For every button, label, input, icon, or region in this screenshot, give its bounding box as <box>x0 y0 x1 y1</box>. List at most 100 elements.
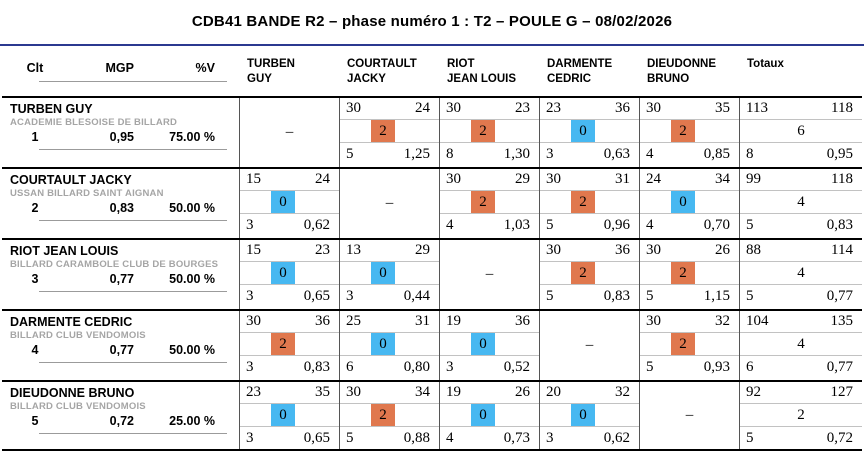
match-points-row: 0 <box>240 262 339 285</box>
totals-average-left: 5 <box>746 429 754 446</box>
match-average: 4 0,85 <box>640 143 739 165</box>
match-points-badge: 0 <box>571 404 595 426</box>
player-club: BILLARD CARAMBOLE CLUB DE BOURGES <box>10 259 219 270</box>
totals-cell: 88 114 4 5 0,77 <box>739 240 862 309</box>
match-points-row: 2 <box>240 333 339 356</box>
match-score-right: 35 <box>715 100 730 116</box>
match-score: 30 29 <box>440 169 539 191</box>
match-average-left: 4 <box>446 216 454 233</box>
match-score-left: 25 <box>346 313 361 329</box>
match-points-row: 2 <box>440 191 539 214</box>
player-name: DIEUDONNE BRUNO <box>10 386 135 400</box>
totals-score-left: 88 <box>746 242 761 258</box>
totals-score-left: 92 <box>746 384 761 400</box>
match-cell: 30 34 2 5 0,88 <box>339 382 439 449</box>
match-score-left: 30 <box>546 242 561 258</box>
match-score-right: 29 <box>415 242 430 258</box>
match-cell: 30 23 2 8 1,30 <box>439 98 539 167</box>
stats-underline <box>39 220 227 221</box>
match-average-right: 0,65 <box>303 287 330 304</box>
match-cell: 20 32 0 3 0,62 <box>539 382 639 449</box>
player-win-pct: 25.00 % <box>169 414 215 428</box>
match-average: 4 1,03 <box>440 214 539 236</box>
player-mgp: 0,83 <box>109 201 134 215</box>
match-points-badge: 0 <box>671 191 695 213</box>
totals-score: 99 118 <box>740 169 862 191</box>
match-average: 3 0,62 <box>540 427 639 449</box>
match-average-left: 3 <box>246 429 254 446</box>
match-score: 30 36 <box>240 311 339 333</box>
totals-cell: 104 135 4 6 0,77 <box>739 311 862 380</box>
match-average-right: 0,93 <box>703 358 730 375</box>
match-score-left: 30 <box>246 313 261 329</box>
match-score: 30 24 <box>340 98 439 120</box>
player-rank: 4 <box>31 343 39 357</box>
match-average-left: 4 <box>646 145 654 162</box>
match-points-badge: 2 <box>371 120 395 142</box>
match-points-badge: 2 <box>371 404 395 426</box>
match-average: 3 0,83 <box>240 356 339 378</box>
match-average: 5 0,88 <box>340 427 439 449</box>
totals-average-right: 0,95 <box>826 145 853 162</box>
opponent-header-line: COURTAULT <box>347 58 417 70</box>
match-score-right: 36 <box>615 100 630 116</box>
totals-score-right: 127 <box>830 384 854 400</box>
match-score-left: 30 <box>646 313 661 329</box>
player-mgp: 0,95 <box>109 130 134 144</box>
player-win-pct: 50.00 % <box>169 343 215 357</box>
stats-underline <box>39 433 227 434</box>
match-score: 15 24 <box>240 169 339 191</box>
match-score: 15 23 <box>240 240 339 262</box>
match-score: 25 31 <box>340 311 439 333</box>
opponent-header-line: TURBEN <box>247 58 295 70</box>
player-rows: TURBEN GUY ACADEMIE BLESOISE DE BILLARD 1 0… <box>0 96 864 451</box>
match-average: 5 0,96 <box>540 214 639 236</box>
match-points-row: 2 <box>340 120 439 143</box>
opponent-header: DARMENTE CEDRIC <box>539 46 639 96</box>
match-score-right: 26 <box>715 242 730 258</box>
totals-cell: 99 118 4 5 0,83 <box>739 169 862 238</box>
match-average: 5 0,93 <box>640 356 739 378</box>
player-stats: 3 0,77 50.00 % <box>2 272 239 286</box>
match-score: 30 35 <box>640 98 739 120</box>
match-score: 19 26 <box>440 382 539 404</box>
match-score-left: 30 <box>646 100 661 116</box>
match-points-row: 0 <box>340 333 439 356</box>
match-score-right: 29 <box>515 171 530 187</box>
player-club: USSAN BILLARD SAINT AIGNAN <box>10 188 164 199</box>
match-cell: 30 24 2 5 1,25 <box>339 98 439 167</box>
totals-score-right: 114 <box>831 242 853 258</box>
match-score-left: 30 <box>546 171 561 187</box>
player-info: TURBEN GUY ACADEMIE BLESOISE DE BILLARD 1 0… <box>2 98 239 167</box>
match-score-right: 23 <box>515 100 530 116</box>
stats-header: Clt MGP %V <box>2 46 239 96</box>
totals-average-left: 6 <box>746 358 754 375</box>
totals-score: 88 114 <box>740 240 862 262</box>
player-row: TURBEN GUY ACADEMIE BLESOISE DE BILLARD 1 0… <box>2 96 862 167</box>
match-average-left: 5 <box>546 287 554 304</box>
match-cell: 30 32 2 5 0,93 <box>639 311 739 380</box>
match-points-badge: 2 <box>671 333 695 355</box>
player-club: BILLARD CLUB VENDOMOIS <box>10 330 146 341</box>
match-score-left: 23 <box>246 384 261 400</box>
match-average-left: 5 <box>646 287 654 304</box>
match-score-left: 30 <box>446 100 461 116</box>
match-average-left: 3 <box>246 287 254 304</box>
opponent-header-line: JEAN LOUIS <box>447 73 517 86</box>
player-row: COURTAULT JACKY USSAN BILLARD SAINT AIGNA… <box>2 167 862 238</box>
match-average-right: 0,62 <box>303 216 330 233</box>
totals-average: 6 0,77 <box>740 356 862 378</box>
opponent-header-line: DIEUDONNE <box>647 58 717 70</box>
totals-score: 92 127 <box>740 382 862 404</box>
match-average-right: 0,83 <box>603 287 630 304</box>
match-score-right: 36 <box>615 242 630 258</box>
match-average-left: 3 <box>546 429 554 446</box>
match-average: 5 1,15 <box>640 285 739 307</box>
match-points-row: 0 <box>240 191 339 214</box>
match-score-right: 36 <box>315 313 330 329</box>
totals-match-points: 4 <box>740 262 862 285</box>
page-title: CDB41 BANDE R2 – phase numéro 1 : T2 – P… <box>191 13 673 30</box>
match-average: 4 0,70 <box>640 214 739 236</box>
match-average-right: 1,30 <box>503 145 530 162</box>
match-score-right: 32 <box>715 313 730 329</box>
